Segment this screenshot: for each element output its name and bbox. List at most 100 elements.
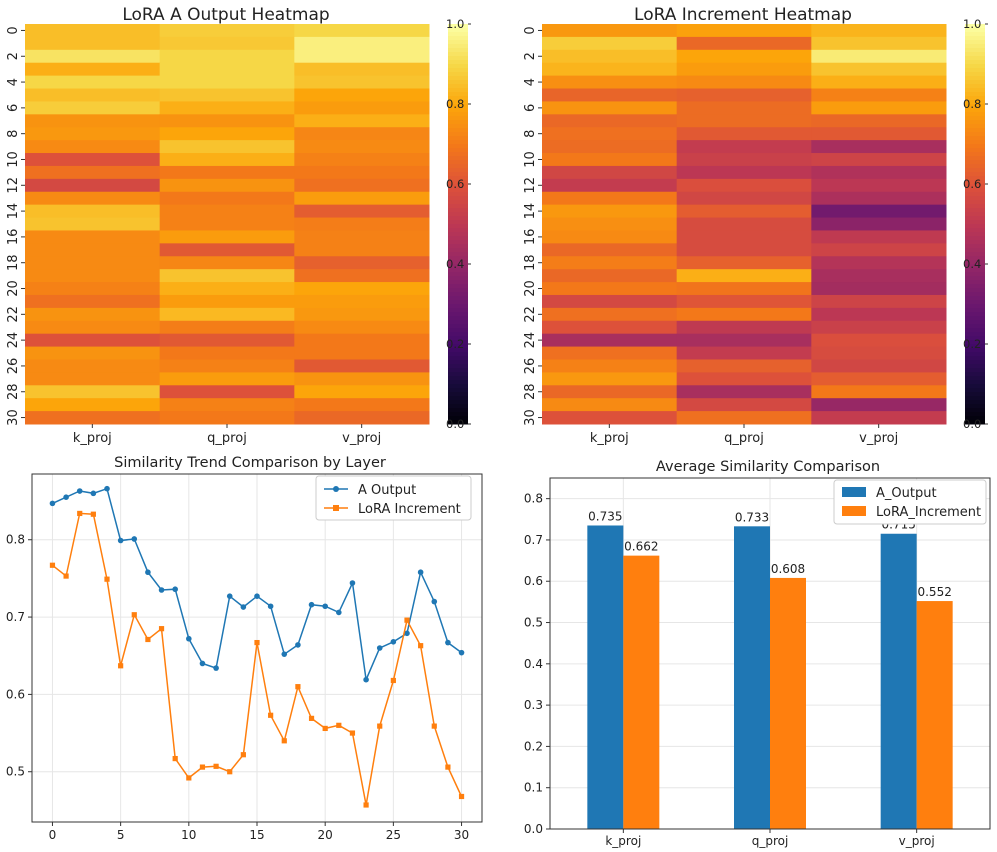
colorbar-segment [448, 192, 468, 197]
colorbar-segment [448, 96, 468, 101]
y-tick-label: 0.2 [524, 739, 543, 753]
heatmap-cell [159, 398, 295, 412]
heatmap-cell [25, 230, 161, 244]
a-output-point [349, 580, 356, 586]
heatmap-cell [811, 385, 947, 399]
heatmap-cell [159, 36, 295, 51]
colorbar-segment [965, 68, 985, 73]
colorbar-segment [448, 180, 468, 185]
colorbar-segment [965, 208, 985, 213]
a-output-point [186, 635, 192, 642]
colorbar-segment [965, 376, 985, 381]
colorbar-segment [965, 304, 985, 309]
colorbar-segment [965, 92, 985, 97]
heatmap-cell [25, 62, 161, 77]
heatmap-cell [159, 385, 295, 399]
heatmap-cell [25, 178, 161, 193]
heatmap-cell [159, 101, 295, 115]
colorbar-segment [448, 216, 468, 221]
heatmap-cell [676, 140, 812, 154]
heatmap-cell [159, 256, 295, 270]
heatmap-lora-increment-cells [542, 24, 947, 425]
colorbar-segment [448, 344, 468, 349]
heatmap-cell [294, 101, 430, 115]
colorbar-segment [965, 188, 985, 193]
y-tick-label: 16 [6, 229, 21, 246]
a-output-point [240, 604, 247, 610]
heatmap-lora-increment-colorbar: 0.0 0.2 0.4 0.6 0.8 1.0 [963, 17, 988, 431]
colorbar-segment [448, 400, 468, 405]
legend-a-output-swatch [842, 487, 866, 497]
heatmap-cell [159, 307, 295, 322]
heatmap-cell [25, 320, 161, 335]
colorbar-segment [448, 24, 468, 29]
colorbar-segment [448, 200, 468, 205]
heatmap-cell [294, 75, 430, 90]
heatmap-cell [542, 140, 678, 154]
colorbar-segment [448, 172, 468, 177]
heatmap-cell [25, 49, 161, 64]
colorbar-segment [965, 48, 985, 53]
colorbar-segment [448, 284, 468, 289]
heatmap-cell [542, 346, 678, 360]
legend-lora-increment-marker [333, 505, 339, 511]
y-tick-label: 2 [6, 52, 21, 60]
colorbar-segment [448, 248, 468, 253]
colorbar-segment [965, 276, 985, 281]
colorbar-segment [448, 348, 468, 353]
colorbar-segment [965, 156, 985, 161]
colorbar-segment [965, 232, 985, 237]
heatmap-cell [159, 243, 295, 257]
colorbar-segment [448, 256, 468, 261]
heatmap-cell [25, 385, 161, 399]
colorbar-tick-label: 0.0 [446, 417, 464, 431]
heatmap-cell [676, 359, 812, 373]
colorbar-segment [448, 40, 468, 45]
colorbar-segment [448, 136, 468, 141]
heatmap-cell [294, 307, 430, 322]
y-tick-label: 4 [6, 78, 21, 86]
x-tick-label: k_proj [590, 431, 629, 446]
colorbar-segment [965, 52, 985, 57]
heatmap-cell [811, 88, 947, 102]
heatmap-cell [25, 204, 161, 219]
colorbar-segment [448, 372, 468, 377]
heatmap-cell [676, 307, 812, 322]
lora-increment-point [336, 722, 342, 728]
heatmap-cell [811, 165, 947, 180]
legend-box [833, 479, 987, 525]
bar-chart-legend: A_Output LoRA_Increment [833, 479, 987, 525]
lora-increment-point [458, 793, 465, 800]
y-tick-label: 0.8 [6, 533, 25, 547]
colorbar-segment [965, 128, 985, 133]
heatmap-cell [159, 140, 295, 154]
heatmap-cell [25, 191, 161, 206]
heatmap-cell [811, 153, 947, 167]
x-tick-label: 15 [249, 828, 264, 842]
x-tick-label: 10 [181, 828, 196, 842]
a-output-point [376, 645, 383, 651]
colorbar-tick-label: 0.0 [963, 417, 981, 431]
legend-box [315, 475, 472, 521]
y-tick-label: 8 [523, 130, 538, 138]
lora-increment-point [377, 723, 383, 729]
colorbar-segment [965, 416, 985, 421]
lora-increment-point [390, 677, 396, 684]
heatmap-cell [542, 178, 678, 193]
line-chart-legend: A Output LoRA Increment [315, 475, 472, 521]
y-tick-label: 0.4 [524, 657, 543, 671]
a-output-point [417, 569, 424, 576]
heatmap-cell [676, 294, 812, 309]
y-tick-label: 30 [6, 409, 21, 426]
bar-value-label: 0.608 [771, 562, 805, 576]
colorbar-tick-label: 0.4 [446, 257, 464, 271]
x-tick-label: v_proj [899, 834, 935, 848]
a-output-point [458, 649, 465, 656]
line-chart-plot: 0 5 10 15 20 25 30 0.5 0.6 0.7 0.8 [6, 473, 483, 842]
colorbar-segment [965, 288, 985, 293]
a-output-point [445, 639, 451, 646]
colorbar-segment [965, 160, 985, 165]
heatmap-cell [25, 256, 161, 270]
colorbar-segment [448, 308, 468, 313]
heatmap-cell [159, 269, 295, 283]
